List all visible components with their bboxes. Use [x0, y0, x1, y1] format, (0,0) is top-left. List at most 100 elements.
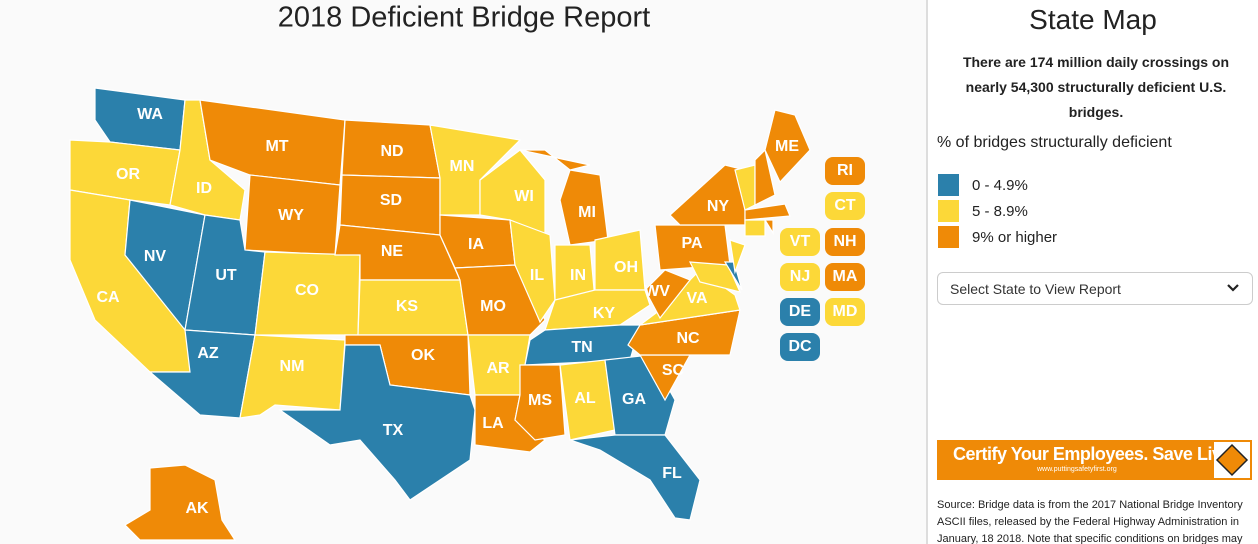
state-label: WV	[644, 283, 670, 300]
state-label: VA	[686, 290, 707, 307]
chip-label: NH	[833, 233, 856, 250]
state-label: IN	[570, 267, 586, 284]
state-chip	[825, 263, 865, 291]
state-label: AL	[574, 390, 596, 407]
state-shape	[688, 261, 742, 293]
state-shape	[764, 109, 811, 184]
select-text: Select State to View Report	[950, 280, 1121, 297]
legend-swatch	[938, 226, 959, 248]
state-label: NV	[144, 248, 167, 265]
state-label: ME	[775, 138, 799, 155]
chip-label: NJ	[790, 268, 810, 285]
state-shape	[509, 219, 556, 324]
state-chip	[780, 263, 820, 291]
state-label: OR	[116, 166, 140, 183]
state-shape	[729, 239, 746, 275]
state-label: CA	[96, 289, 120, 306]
state-label: MT	[265, 138, 288, 155]
state-shape	[124, 464, 237, 541]
legend-swatch	[938, 174, 959, 196]
state-chip	[825, 228, 865, 256]
chip-label: CT	[834, 197, 856, 214]
state-label: OK	[411, 347, 435, 364]
ad-banner[interactable]: Certify Your Employees. Save Lives. www.…	[937, 440, 1252, 480]
state-label: AK	[185, 500, 209, 517]
ad-text: Certify Your Employees. Save Lives.	[953, 444, 1245, 464]
ad-url: www.puttingsafetyfirst.org	[1037, 466, 1117, 473]
state-shape	[569, 434, 701, 521]
state-shape	[744, 203, 791, 221]
state-label: OH	[614, 259, 638, 276]
states	[69, 87, 811, 541]
state-label: NC	[676, 330, 700, 347]
chip-label: DC	[788, 338, 812, 355]
chevron	[1227, 284, 1239, 292]
state-label: KY	[593, 305, 616, 322]
chip-label: MD	[833, 303, 858, 320]
state-shape	[744, 219, 766, 237]
legend-item: 0 - 4.9%	[938, 174, 1028, 196]
sidebar: State Map There are 174 million daily cr…	[926, 0, 1258, 544]
logo-icon	[1215, 443, 1249, 477]
state-label: FL	[662, 465, 682, 482]
state-label: TN	[571, 339, 592, 356]
state-label: NY	[707, 198, 730, 215]
state-label: NM	[280, 358, 305, 375]
chip-label: DE	[789, 303, 812, 320]
map: 2018 Deficient Bridge Report WA OR CA NV ID M…	[69, 2, 865, 541]
state-shape	[519, 149, 609, 246]
state-label: SD	[380, 192, 402, 209]
legend-item: 5 - 8.9%	[938, 200, 1028, 222]
state-chip	[825, 298, 865, 326]
state-label: MS	[528, 392, 552, 409]
legend-swatch	[938, 200, 959, 222]
state-label: CO	[295, 282, 319, 299]
chip-label: MA	[833, 268, 858, 285]
state-chip	[780, 298, 820, 326]
state-label: WA	[137, 106, 163, 123]
state-label: MI	[578, 204, 596, 221]
state-label: SC	[662, 362, 685, 379]
state-label: MN	[450, 158, 475, 175]
state-label: ND	[380, 143, 403, 160]
state-label: AR	[486, 360, 510, 377]
state-shape	[723, 261, 743, 291]
state-shape	[763, 219, 774, 236]
state-shape	[754, 148, 776, 206]
sidebar-title: State Map	[1029, 4, 1157, 35]
legend-title: % of bridges structurally deficient	[937, 134, 1172, 151]
ad-logo	[1214, 442, 1250, 478]
state-shape	[239, 334, 346, 419]
state-label: NE	[381, 243, 404, 260]
state-chip	[825, 157, 865, 185]
state-label: IL	[530, 267, 544, 284]
state-chip	[780, 228, 820, 256]
state-label: MO	[480, 298, 506, 315]
state-label: LA	[482, 415, 504, 432]
state-label: PA	[681, 235, 702, 252]
state-chip	[825, 192, 865, 220]
state-label: ID	[196, 180, 212, 197]
summary: There are 174 million daily crossings on…	[962, 54, 1230, 120]
state-label: TX	[383, 422, 404, 439]
state-shape	[669, 164, 746, 226]
legend-label: 5 - 8.9%	[972, 202, 1028, 220]
chip-label: VT	[790, 233, 811, 250]
state-label: GA	[622, 391, 646, 408]
legend-label: 0 - 4.9%	[972, 176, 1028, 194]
legend-label: 9% or higher	[972, 228, 1058, 246]
source-note: Source: Bridge data is from the 2017 Nat…	[937, 499, 1243, 544]
map-title: 2018 Deficient Bridge Report	[278, 2, 650, 34]
state-label: WY	[278, 207, 304, 224]
chip-label: RI	[837, 162, 853, 179]
state-shape	[644, 269, 691, 320]
state-label: KS	[396, 298, 419, 315]
state-shape	[278, 344, 476, 501]
state-chip	[780, 333, 820, 361]
state-label: UT	[215, 267, 237, 284]
state-label: WI	[514, 188, 534, 205]
legend-item: 9% or higher	[938, 226, 1057, 248]
state-select[interactable]: Select State to View Report	[937, 272, 1253, 305]
state-label: IA	[468, 236, 484, 253]
